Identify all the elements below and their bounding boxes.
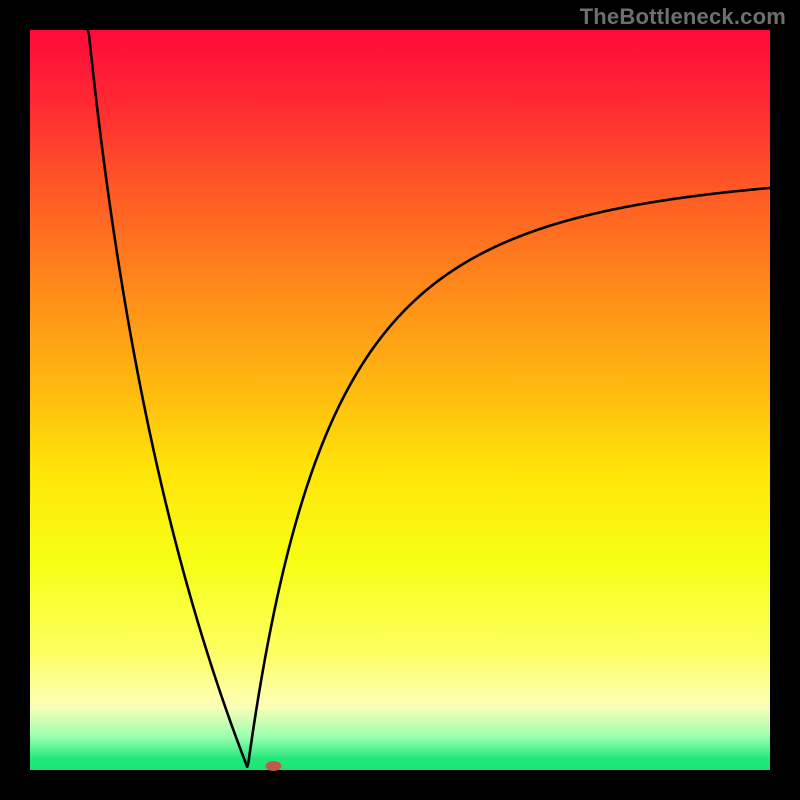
min-marker bbox=[266, 761, 282, 771]
watermark-text: TheBottleneck.com bbox=[580, 4, 786, 30]
chart-stage: TheBottleneck.com bbox=[0, 0, 800, 800]
plot-area bbox=[30, 30, 770, 770]
chart-svg bbox=[0, 0, 800, 800]
